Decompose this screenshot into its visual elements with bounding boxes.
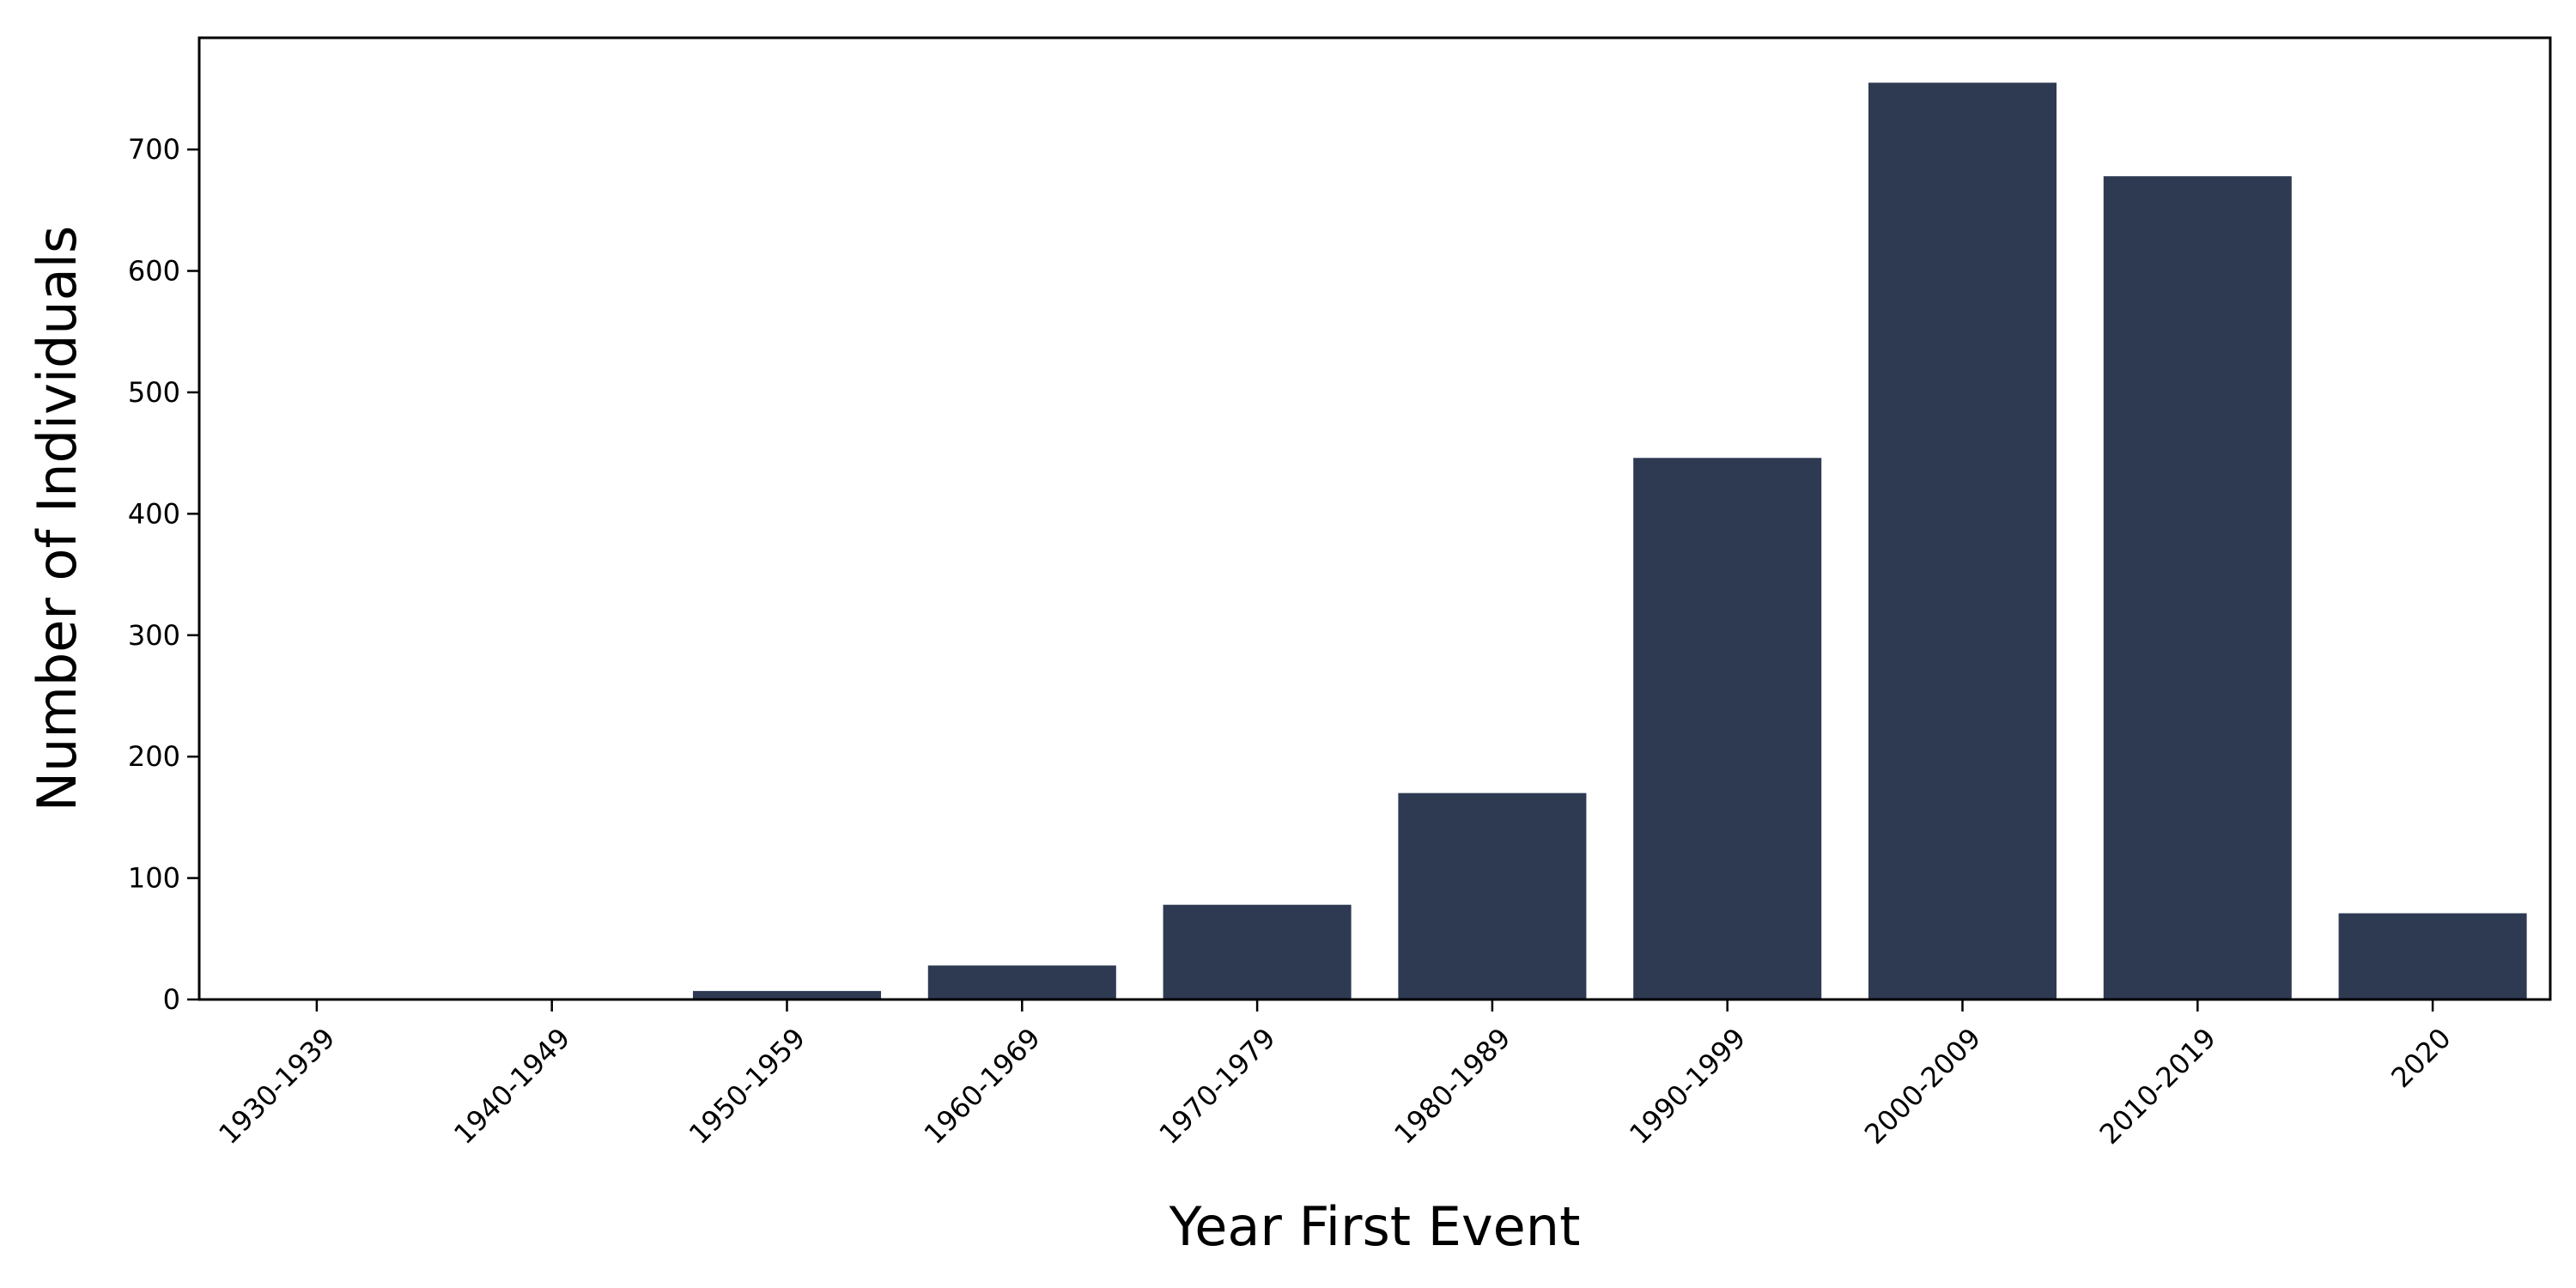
bars-group: [692, 82, 2527, 999]
x-tick-label: 2020: [2385, 1022, 2457, 1094]
y-tick-label: 300: [128, 619, 180, 652]
plot-frame: [197, 36, 2552, 1001]
x-tick-label: 2000-2009: [1858, 1022, 1987, 1151]
x-tick-label: 2010-2019: [2093, 1022, 2222, 1151]
y-tick-label: 200: [128, 740, 180, 773]
y-tick-label: 500: [128, 376, 180, 409]
x-tick-label: 1960-1969: [918, 1022, 1047, 1151]
bar-2020: [2338, 913, 2527, 999]
x-axis-ticks: 1930-1939 1940-1949 1950-1959 1960-1969 1970…: [212, 999, 2458, 1151]
x-tick-label: 1990-1999: [1623, 1022, 1752, 1151]
bar-1960-1969: [927, 965, 1116, 999]
y-tick-label: 600: [128, 255, 180, 288]
x-tick-label: 1950-1959: [683, 1022, 811, 1151]
bar-2000-2009: [1868, 82, 2057, 999]
y-axis-ticks: 0 100 200 300 400 500 600 700: [128, 133, 199, 1016]
bar-1950-1959: [692, 991, 882, 999]
x-axis-title: Year First Event: [1169, 1195, 1581, 1258]
y-tick-label: 700: [128, 133, 180, 166]
y-tick-label: 0: [163, 983, 180, 1016]
x-tick-label: 1970-1979: [1153, 1022, 1282, 1151]
x-tick-label: 1940-1949: [447, 1022, 576, 1151]
y-tick-label: 100: [128, 862, 180, 895]
bar-1980-1989: [1398, 793, 1587, 999]
x-tick-label: 1930-1939: [212, 1022, 341, 1151]
bar-1970-1979: [1163, 904, 1352, 999]
y-axis-title: Number of Individuals: [26, 226, 88, 811]
y-tick-label: 400: [128, 497, 180, 530]
bar-2010-2019: [2103, 176, 2292, 999]
x-tick-label: 1980-1989: [1388, 1022, 1516, 1151]
bar-1990-1999: [1633, 458, 1822, 999]
